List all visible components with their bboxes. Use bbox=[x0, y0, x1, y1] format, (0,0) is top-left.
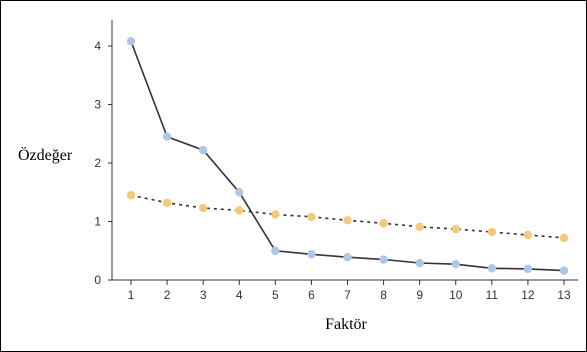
x-tick-label: 1 bbox=[128, 288, 135, 302]
series-2-point bbox=[451, 224, 460, 234]
series-2-point bbox=[198, 203, 208, 213]
y-tick-label: 2 bbox=[94, 156, 101, 170]
series-2-point bbox=[343, 216, 352, 225]
x-tick-label: 7 bbox=[344, 288, 351, 302]
series-2-point bbox=[235, 206, 244, 215]
series-2-point bbox=[126, 190, 136, 200]
series-1-line bbox=[130, 41, 565, 272]
series-1-point bbox=[307, 250, 316, 259]
series-2-point bbox=[559, 233, 569, 243]
series-1-point bbox=[379, 255, 388, 264]
x-tick-label: 3 bbox=[200, 288, 207, 302]
x-tick-label: 6 bbox=[308, 288, 315, 302]
series-2-point bbox=[415, 222, 424, 231]
series-1-point bbox=[415, 258, 424, 268]
series-1-point bbox=[235, 188, 244, 197]
x-axis-title: Faktör bbox=[325, 316, 367, 333]
series-1-point bbox=[162, 132, 172, 141]
series-2-point bbox=[379, 219, 388, 228]
x-tick-label: 12 bbox=[521, 288, 535, 302]
x-tick-label: 9 bbox=[416, 288, 423, 302]
series-1-point bbox=[271, 246, 280, 255]
series-1-point bbox=[487, 264, 497, 273]
x-tick-label: 4 bbox=[236, 288, 243, 302]
series-2-point bbox=[487, 227, 497, 237]
series-2-point bbox=[162, 198, 172, 207]
y-tick-label: 0 bbox=[94, 273, 101, 287]
series-2-point bbox=[271, 210, 280, 219]
series-2-point bbox=[307, 212, 316, 222]
y-tick-label: 3 bbox=[94, 98, 101, 112]
series-2-point bbox=[523, 230, 533, 240]
x-tick-label: 2 bbox=[164, 288, 171, 302]
x-tick-label: 10 bbox=[449, 288, 463, 302]
series-1-point bbox=[523, 264, 533, 274]
y-tick-label: 1 bbox=[94, 215, 101, 229]
series-1-point bbox=[451, 260, 460, 269]
series-1-point bbox=[343, 252, 352, 262]
x-tick-label: 13 bbox=[557, 288, 571, 302]
x-tick-label: 8 bbox=[380, 288, 387, 302]
x-tick-label: 11 bbox=[486, 288, 499, 302]
series-1-point bbox=[559, 266, 569, 275]
y-tick-label: 4 bbox=[94, 39, 101, 53]
y-axis-title: Özdeğer bbox=[18, 146, 73, 164]
series-layer bbox=[126, 37, 569, 275]
series-1-point bbox=[126, 37, 136, 46]
series-1-point bbox=[198, 145, 208, 155]
x-tick-label: 5 bbox=[272, 288, 279, 302]
